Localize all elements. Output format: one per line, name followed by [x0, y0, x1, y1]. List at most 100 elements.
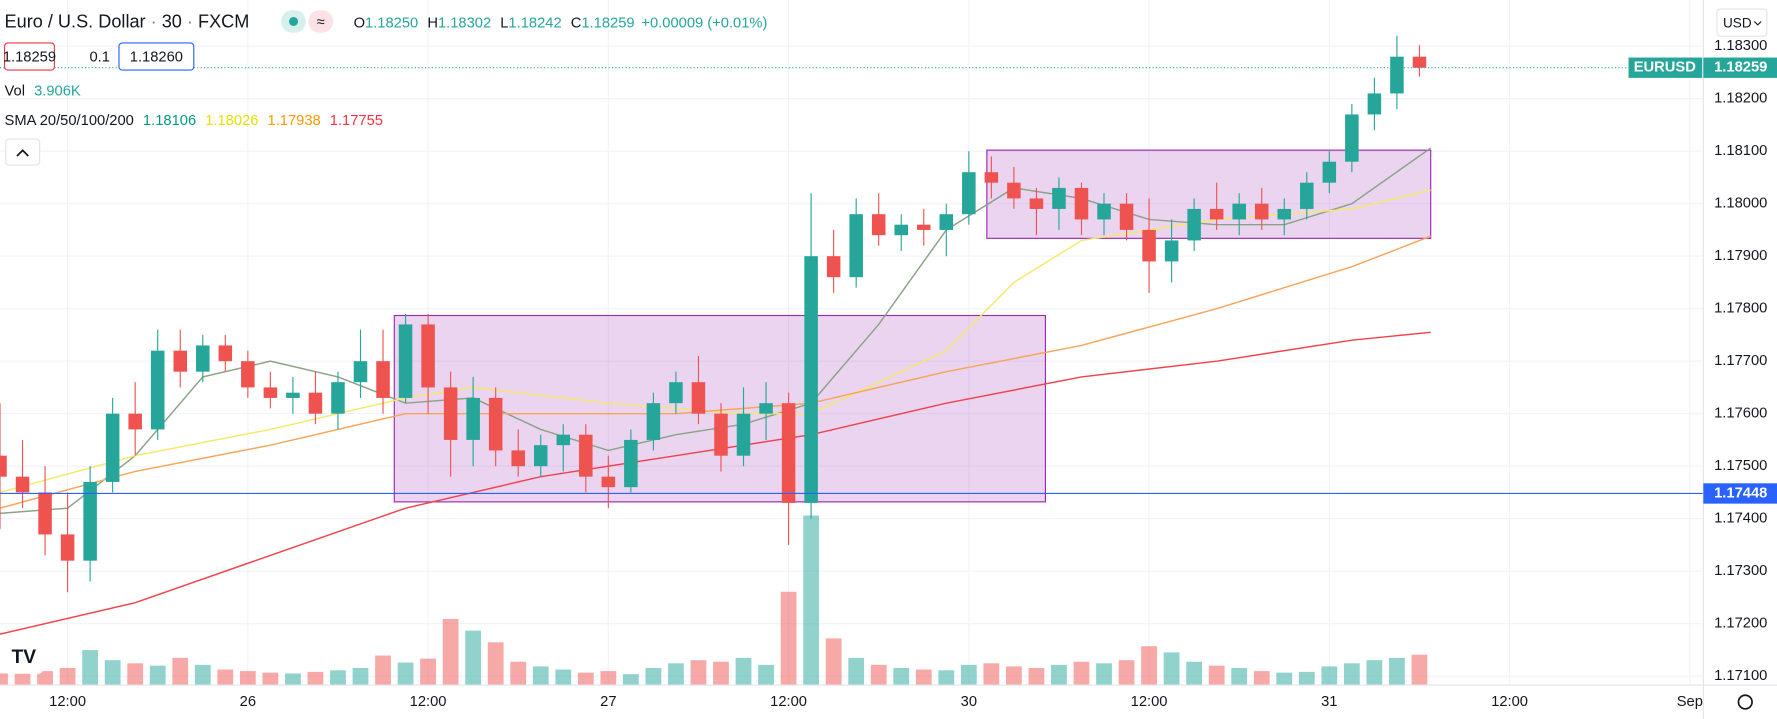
- candle-body: [38, 492, 52, 535]
- x-tick-label: 31: [1321, 694, 1337, 710]
- candle-body: [1345, 114, 1359, 162]
- volume-label: Vol: [5, 83, 25, 99]
- separator: ·: [146, 11, 162, 31]
- volume-legend: Vol 3.906K: [5, 83, 81, 99]
- candle-body: [1300, 182, 1314, 209]
- volume-bar: [1366, 660, 1383, 686]
- volume-bar: [713, 661, 729, 686]
- volume-bar: [1141, 646, 1157, 686]
- ohlc-legend: O1.18250 H1.18302 L1.18242 C1.18259 +0.00009…: [354, 16, 768, 32]
- candle-body: [1209, 208, 1224, 220]
- volume-bar: [1006, 666, 1022, 686]
- volume-bar: [1231, 667, 1248, 686]
- volume-bar: [217, 669, 234, 686]
- volume-bar: [577, 672, 594, 686]
- candle-body: [466, 397, 480, 440]
- volume-bar: [555, 669, 572, 686]
- ohlc-value: 1.18302: [438, 16, 491, 32]
- sma-label: SMA 20/50/100/200: [5, 113, 134, 129]
- ohlc-label: H: [427, 16, 438, 32]
- candle-body: [196, 345, 210, 372]
- volume-bar: [1051, 664, 1067, 686]
- candle-body: [1029, 198, 1044, 209]
- candle-body: [15, 476, 30, 493]
- candle-body: [488, 397, 503, 451]
- wave-glyph: ≈: [317, 15, 325, 31]
- volume-bar: [37, 671, 53, 686]
- candle-body: [1390, 56, 1404, 94]
- ohlc-label: L: [500, 16, 508, 32]
- volume-bar: [1096, 663, 1112, 686]
- ohlc-label: O: [354, 16, 365, 32]
- x-tick-label: 12:00: [410, 694, 447, 710]
- candle-body: [1097, 203, 1111, 220]
- volume-bar: [758, 664, 774, 686]
- volume-bar: [600, 671, 617, 686]
- candle-body: [781, 403, 796, 503]
- settings-icon[interactable]: [1737, 694, 1753, 710]
- candle-body: [83, 481, 97, 561]
- candle-body: [263, 387, 278, 398]
- ohlc-value: 1.18259: [581, 16, 634, 32]
- candle-body: [150, 350, 165, 430]
- y-tick-label: 1.18200: [1714, 91, 1767, 107]
- candle-body: [376, 361, 390, 398]
- buy-price: 1.18260: [130, 50, 183, 66]
- source: FXCM: [198, 11, 249, 31]
- range-box: [393, 314, 1047, 503]
- candle-body: [1367, 93, 1382, 115]
- collapse-icon: [16, 149, 29, 157]
- sma-value: 1.18026: [205, 113, 258, 129]
- volume-bar: [848, 657, 865, 686]
- y-tick-label: 1.18300: [1714, 38, 1767, 54]
- volume-bar: [82, 650, 99, 686]
- volume-bar: [825, 638, 842, 686]
- y-tick-label: 1.17500: [1714, 458, 1767, 474]
- volume-bar: [960, 664, 977, 686]
- replay-icon[interactable]: [308, 10, 334, 33]
- candle-body: [331, 382, 345, 414]
- volume-bar: [1389, 657, 1405, 686]
- x-tick-label: Sep: [1677, 694, 1703, 710]
- candle-body: [1187, 208, 1201, 241]
- sell-button[interactable]: [3, 42, 55, 71]
- volume-bar: [465, 630, 482, 686]
- candle-body: [286, 392, 300, 398]
- sell-price: 1.18259: [3, 50, 56, 66]
- candle-body: [736, 413, 751, 456]
- volume-bar: [1276, 672, 1293, 686]
- candle-body: [218, 345, 233, 362]
- candle-body: [173, 350, 188, 372]
- sma-value: 1.18106: [143, 113, 196, 129]
- price-axis: [1703, 0, 1777, 686]
- volume-bar: [172, 657, 189, 686]
- x-tick-label: 12:00: [1491, 694, 1528, 710]
- candle-body: [984, 172, 999, 183]
- buy-button[interactable]: [118, 42, 195, 71]
- candle-body: [421, 324, 435, 388]
- candle-body: [917, 224, 931, 230]
- x-tick-label: 12:00: [49, 694, 86, 710]
- candle-body: [849, 214, 863, 278]
- candle-body: [624, 439, 638, 488]
- y-tick-label: 1.18100: [1714, 143, 1767, 159]
- candle-body: [714, 413, 728, 456]
- candle-body: [60, 534, 75, 561]
- volume-bar: [127, 663, 144, 686]
- collapse-button[interactable]: [5, 138, 41, 166]
- level-tag: [1703, 483, 1777, 504]
- candle-body: [579, 434, 593, 477]
- candle-body: [533, 445, 548, 467]
- currency-button[interactable]: [1716, 8, 1768, 37]
- ohlc-value: 1.18242: [508, 16, 561, 32]
- volume-bar: [510, 661, 527, 686]
- x-tick-label: 12:00: [770, 694, 807, 710]
- candle-body: [511, 450, 525, 467]
- price-tag-label: 1.18259: [1714, 60, 1767, 76]
- volume-bar: [1298, 671, 1315, 686]
- candle-body: [804, 256, 818, 503]
- logo[interactable]: [4, 639, 44, 674]
- ohlc-label: C: [571, 16, 582, 32]
- volume-bar: [307, 671, 324, 686]
